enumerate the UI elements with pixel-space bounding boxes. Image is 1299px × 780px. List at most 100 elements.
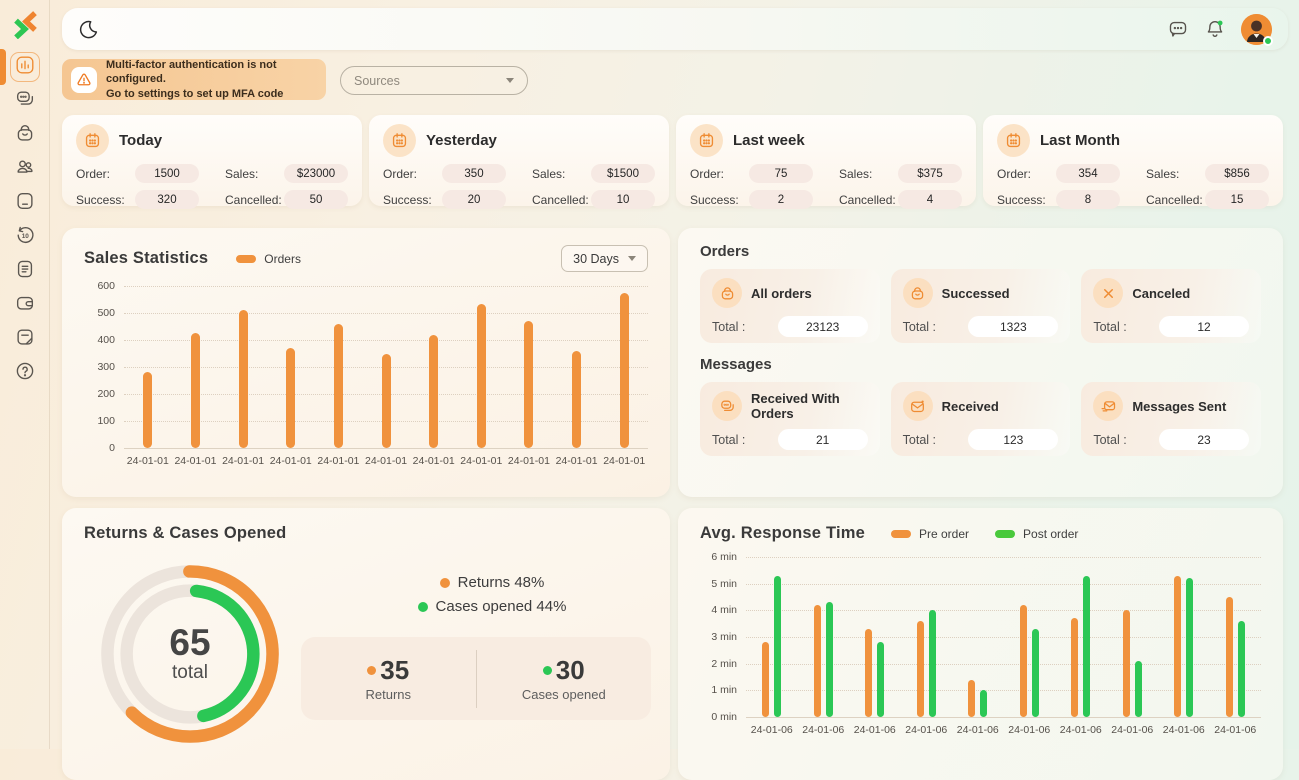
stat-card-title: Today	[119, 132, 163, 149]
bar	[1225, 597, 1233, 717]
sales-label: Sales:	[839, 166, 873, 181]
success-label: Success:	[383, 192, 432, 207]
returns-donut-chart: 65 total	[94, 558, 286, 750]
calendar-icon	[383, 124, 416, 157]
sidebar-item-products[interactable]	[12, 192, 38, 214]
note-icon	[14, 326, 36, 353]
success-label: Success:	[690, 192, 739, 207]
x-tick-label: 24-01-01	[365, 455, 408, 467]
y-tick-label: 6 min	[711, 551, 737, 563]
bar	[877, 642, 885, 717]
sidebar-item-customers[interactable]	[12, 158, 38, 180]
cases-summary: 30 Cases opened	[477, 655, 652, 702]
bar	[286, 348, 296, 448]
returns-count: 35	[380, 655, 410, 685]
top-bar	[62, 8, 1288, 50]
warning-triangle-icon	[71, 66, 97, 93]
sidebar-item-messages[interactable]	[12, 90, 38, 112]
bar-group	[362, 286, 410, 448]
x-tick-label: 24-01-06	[1008, 724, 1051, 736]
stat-card-yesterday: Yesterday Order: 350 Sales: $1500 Success:…	[369, 115, 669, 209]
stat-card-title: Yesterday	[426, 132, 497, 149]
app-logo	[11, 11, 39, 40]
bar-group	[553, 286, 601, 448]
pre-order-swatch	[890, 529, 911, 538]
response-time-bar-chart: 0 min 1 min 2 min 3 min 4 min 5 min 6 min 24-01…	[700, 551, 1261, 736]
sidebar-item-documents[interactable]	[12, 260, 38, 282]
post-order-label: Post order	[1023, 526, 1079, 541]
successed-label: Successed	[941, 285, 1010, 301]
stat-card-last-month: Last Month Order: 354 Sales: $856 Success:…	[983, 115, 1283, 209]
x-tick-label: 24-01-06	[750, 724, 793, 736]
bar-chart-icon	[14, 54, 36, 81]
gridline	[124, 313, 648, 314]
gridline	[124, 286, 648, 287]
received-with-orders-card: Received With Orders Total : 21	[700, 382, 880, 456]
legend-pre-order: Pre order	[890, 526, 970, 541]
post-order-swatch	[995, 529, 1016, 538]
canceled-total: 12	[1159, 316, 1250, 337]
bar	[476, 303, 486, 448]
total-label: Total :	[712, 319, 746, 334]
x-axis: 24-01-01 24-01-01 24-01-01 24-01-01 24-01-01…	[124, 455, 648, 467]
sales-value: $1500	[591, 164, 655, 183]
bar	[916, 621, 924, 717]
bar-group	[124, 286, 172, 448]
bar-group	[172, 286, 220, 448]
returns-summary: 35 Returns	[301, 655, 476, 702]
cases-count: 30	[555, 655, 585, 685]
donut-total-label: total	[172, 662, 208, 683]
summary-divider	[475, 649, 477, 708]
legend-post-order: Post order	[995, 527, 1078, 541]
bell-icon[interactable]	[1204, 18, 1226, 40]
x-tick-label: 24-01-06	[853, 724, 896, 736]
theme-toggle-moon-icon[interactable]	[78, 19, 99, 40]
mfa-warning-banner[interactable]: Multi-factor authentication is not confi…	[62, 59, 326, 100]
returns-count-label: Returns	[365, 687, 412, 702]
chat-icon	[712, 391, 742, 421]
avg-response-time-title: Avg. Response Time	[700, 524, 865, 542]
chat-icon	[14, 88, 36, 115]
orders-section-title: Orders	[700, 243, 750, 260]
bar	[1031, 629, 1039, 717]
sidebar-item-help[interactable]	[12, 362, 38, 384]
period-dropdown[interactable]: 30 Days	[561, 245, 648, 272]
bar	[762, 642, 770, 717]
calendar-icon	[76, 124, 109, 157]
avg-response-time-card: Avg. Response Time Pre order Post order …	[678, 508, 1283, 780]
x-tick-label: 24-01-06	[1059, 724, 1102, 736]
bar-group	[219, 286, 267, 448]
sidebar-item-dashboard[interactable]	[0, 49, 40, 85]
returns-legend-label: Returns 48%	[457, 574, 545, 591]
gridline	[746, 690, 1261, 692]
sidebar-item-history[interactable]: 10	[12, 226, 38, 248]
returns-cases-card: Returns & Cases Opened 65 total Returns …	[62, 508, 670, 780]
bar	[333, 323, 343, 448]
total-label: Total :	[902, 319, 937, 334]
cases-dot	[417, 601, 428, 612]
mail-sent-icon	[1093, 391, 1124, 421]
sidebar-item-notes[interactable]	[12, 328, 38, 350]
y-tick-label: 500	[97, 307, 115, 319]
sales-label: Sales:	[225, 166, 259, 181]
cancelled-label: Cancelled:	[225, 192, 282, 207]
orders-messages-card: Orders All orders Total : 23123 Successe…	[678, 228, 1283, 497]
sidebar-item-orders[interactable]	[12, 124, 38, 146]
mail-dot-icon	[902, 391, 933, 421]
bag-icon	[712, 278, 742, 308]
success-label: Success:	[997, 192, 1046, 207]
comment-icon[interactable]	[1167, 18, 1189, 40]
box-icon	[14, 190, 36, 217]
sidebar-item-wallet[interactable]	[12, 294, 38, 316]
y-tick-label: 300	[97, 361, 115, 373]
avatar[interactable]	[1241, 13, 1273, 46]
order-value: 75	[749, 164, 813, 183]
returns-dot	[439, 577, 450, 588]
success-value: 2	[749, 190, 813, 209]
document-icon	[14, 258, 36, 285]
success-value: 8	[1056, 190, 1120, 209]
sources-dropdown[interactable]: Sources	[340, 66, 528, 95]
pre-order-label: Pre order	[918, 526, 970, 541]
cancelled-value: 50	[284, 190, 348, 209]
cancelled-label: Cancelled:	[839, 192, 896, 207]
